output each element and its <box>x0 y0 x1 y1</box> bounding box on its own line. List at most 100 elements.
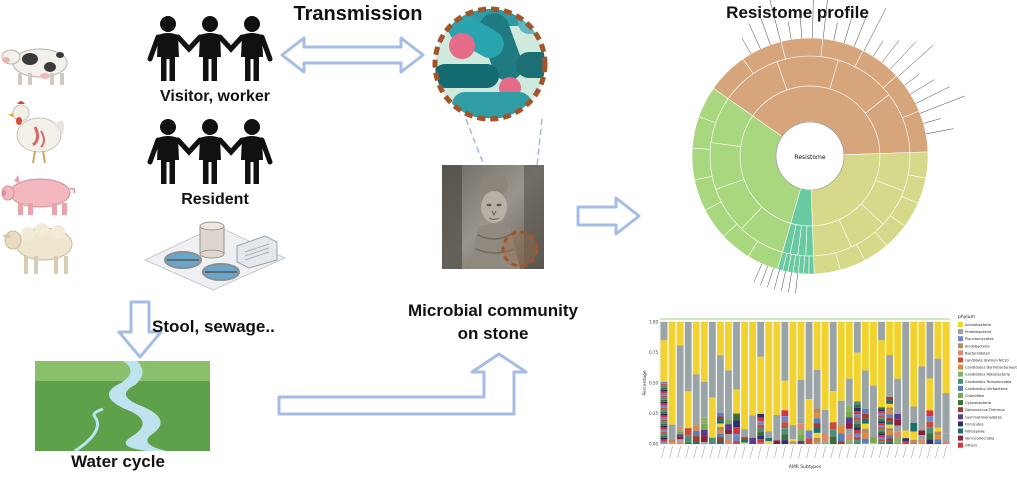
bar-segment <box>829 422 837 430</box>
x-tick-label <box>943 445 947 459</box>
legend-swatch <box>958 385 963 391</box>
y-tick-label: 0.00 <box>649 442 658 447</box>
sunburst-leader-line <box>822 0 828 39</box>
legend-swatch <box>958 357 963 363</box>
bar-segment <box>845 428 853 435</box>
bar-segment <box>716 420 724 424</box>
bar-segment <box>692 374 700 426</box>
bar-segment <box>853 430 861 434</box>
bar-segment <box>660 401 668 404</box>
bar-segment <box>894 437 902 443</box>
sunburst-leader-line <box>799 10 803 39</box>
bar-segment <box>692 425 700 431</box>
bar-segment <box>660 417 668 420</box>
bar-segment <box>813 322 821 370</box>
x-tick-label <box>733 445 738 459</box>
bar-segment <box>934 435 942 440</box>
bar-segment <box>660 431 668 434</box>
bar-segment <box>797 380 805 418</box>
sunburst-leader-line <box>833 22 838 41</box>
bacteria-magnified-icon <box>432 6 548 122</box>
x-tick-label <box>903 445 907 459</box>
legend-swatch <box>958 393 963 398</box>
bar-plot-area <box>659 321 951 445</box>
x-tick-label <box>862 445 867 459</box>
bar-segment <box>878 322 885 341</box>
bar-segment <box>861 370 869 409</box>
bar-segment <box>749 415 757 438</box>
x-tick-label <box>669 445 673 459</box>
bar-segment <box>902 438 910 442</box>
x-tick-label <box>927 445 931 459</box>
bar-segment <box>660 395 668 398</box>
bar-segment <box>853 420 861 424</box>
bar-segment <box>886 428 894 432</box>
x-tick-label <box>774 445 778 459</box>
sewage-plant-icon <box>143 221 287 291</box>
bar-segment <box>886 421 894 425</box>
sunburst-leader-line <box>925 128 954 135</box>
bar-segment <box>660 427 668 430</box>
x-tick-label <box>661 445 665 459</box>
legend-swatch <box>958 421 963 427</box>
legend-label: Candidatus Uhrbacteria <box>965 387 1008 391</box>
stone-buddha-photo <box>442 165 544 269</box>
sunburst-leader-line <box>881 40 900 63</box>
bar-segment <box>878 421 885 424</box>
bar-segment <box>668 322 676 425</box>
bar-segment <box>660 421 668 424</box>
x-tick-label <box>741 445 746 459</box>
bar-segment <box>660 391 668 394</box>
bar-segment <box>886 322 894 356</box>
water-cycle-label: Water cycle <box>71 452 165 471</box>
bar-segment <box>894 431 902 438</box>
sunburst-leader-line <box>741 38 752 54</box>
bar-segment <box>845 411 853 418</box>
x-tick-label <box>766 445 770 459</box>
bar-segment <box>773 322 781 415</box>
bar-segment <box>878 427 885 430</box>
sunburst-leader-line <box>757 8 771 45</box>
bar-segment <box>797 440 805 444</box>
bar-segment <box>845 378 853 406</box>
bar-segment <box>878 425 885 428</box>
bar-segment <box>861 413 869 419</box>
bar-segment <box>757 435 765 440</box>
legend-label: Proteobacteria <box>965 330 991 334</box>
bar-segment <box>660 409 668 412</box>
x-tick-label <box>870 445 875 459</box>
bar-segment <box>805 430 813 439</box>
bar-segment <box>781 416 789 423</box>
bar-segment <box>894 425 902 432</box>
bar-segment <box>660 425 668 428</box>
bar-segment <box>926 416 934 422</box>
bar-segment <box>813 418 821 424</box>
bar-segment <box>910 439 918 444</box>
bar-segment <box>878 439 885 442</box>
bar-segment <box>660 415 668 418</box>
bar-segment <box>660 399 668 402</box>
bar-segment <box>845 423 853 429</box>
bar-segment <box>660 423 668 426</box>
bar-segment <box>733 389 740 414</box>
sunburst-leader-line <box>853 11 869 47</box>
bar-segment <box>789 322 797 426</box>
resistome-profile-label: Resistome profile <box>726 3 869 22</box>
sunburst-leader-line <box>904 74 920 86</box>
bar-segment <box>813 437 821 443</box>
bar-segment <box>716 423 724 428</box>
bar-segment <box>861 322 869 371</box>
sunburst-leader-line <box>889 41 917 70</box>
bar-segment <box>845 434 853 441</box>
bar-segment <box>700 436 708 443</box>
bar-segment <box>733 427 740 435</box>
bar-segment <box>861 428 869 434</box>
bar-segment <box>781 410 789 417</box>
bar-segment <box>853 401 861 405</box>
legend-swatch <box>958 414 963 420</box>
sunburst-leader-line <box>748 23 761 49</box>
bar-segment <box>910 422 918 432</box>
bar-segment <box>700 381 708 418</box>
bar-segment <box>676 426 684 430</box>
people-group-visitor-icon <box>147 16 273 81</box>
